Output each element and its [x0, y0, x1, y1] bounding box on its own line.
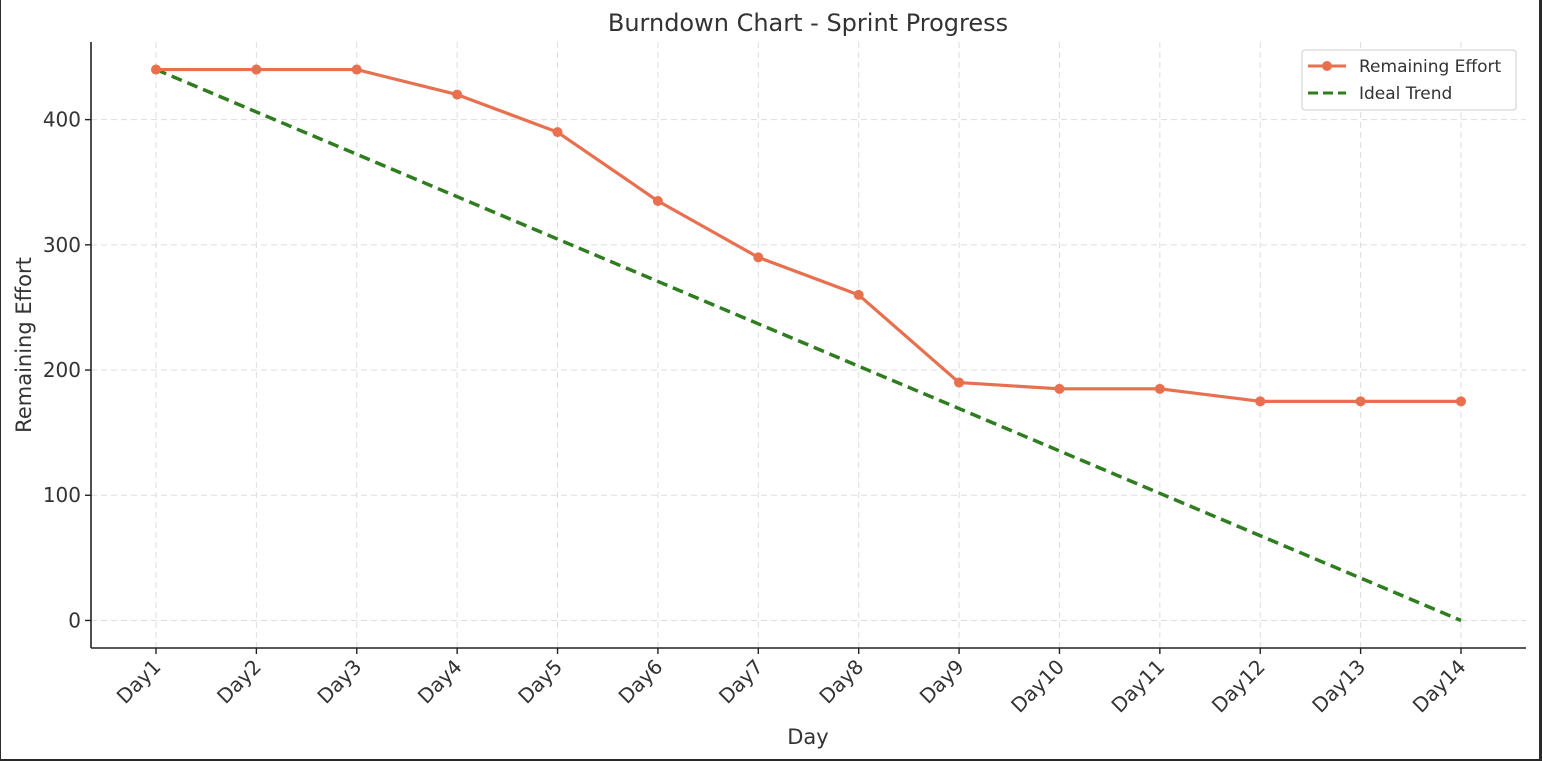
data-point-remaining-effort	[552, 127, 563, 138]
x-tick-label: Day12	[1207, 655, 1270, 718]
y-tick-label: 200	[43, 358, 81, 382]
x-tick-label: Day2	[212, 655, 266, 709]
x-tick-label: Day10	[1006, 655, 1069, 718]
data-point-remaining-effort	[853, 289, 864, 300]
legend-box	[1301, 49, 1517, 111]
legend-marker-remaining-effort	[1322, 61, 1332, 71]
legend-label-ideal-trend: Ideal Trend	[1359, 84, 1452, 104]
data-point-remaining-effort	[954, 377, 965, 388]
x-tick-label: Day8	[814, 655, 868, 709]
data-point-remaining-effort	[1054, 383, 1065, 394]
series	[151, 64, 1466, 623]
data-point-remaining-effort	[151, 64, 161, 75]
y-tick-label: 100	[43, 483, 81, 507]
x-tick-label: Day14	[1408, 655, 1471, 718]
legend: Remaining Effort Ideal Trend	[1301, 49, 1517, 111]
axes: 0 100 200 300 400 Day1 Day2 Day3 Day4 Day5 Day6 Day…	[43, 42, 1526, 717]
x-tick-label: Day9	[915, 655, 969, 709]
x-axis-label: Day	[787, 725, 828, 749]
x-tick-label: Day3	[312, 655, 366, 709]
data-point-remaining-effort	[1456, 396, 1466, 407]
series-line-remaining-effort	[156, 67, 1461, 403]
x-tick-label: Day11	[1106, 655, 1169, 718]
x-tick-label: Day1	[112, 655, 166, 709]
data-point-remaining-effort	[251, 64, 262, 75]
chart-title: Burndown Chart - Sprint Progress	[608, 9, 1008, 37]
y-tick-label: 400	[43, 108, 81, 132]
series-line-ideal-trend	[155, 67, 1462, 623]
data-point-remaining-effort	[753, 252, 764, 263]
x-tick-label: Day13	[1307, 655, 1370, 718]
data-point-remaining-effort	[351, 64, 362, 75]
y-tick-label: 300	[43, 233, 81, 257]
x-tick-label: Day7	[714, 655, 768, 709]
data-point-remaining-effort	[1255, 396, 1266, 407]
y-tick-label: 0	[68, 608, 81, 632]
x-tick-label: Day4	[413, 655, 467, 709]
x-tick-label: Day5	[513, 655, 567, 709]
y-axis-label: Remaining Effort	[12, 257, 36, 433]
grid	[91, 42, 1526, 648]
data-point-remaining-effort	[1154, 383, 1165, 394]
data-point-remaining-effort	[652, 196, 663, 207]
x-tick-label: Day6	[614, 655, 668, 709]
data-point-remaining-effort	[1355, 396, 1366, 407]
legend-label-remaining-effort: Remaining Effort	[1359, 57, 1502, 77]
data-point-remaining-effort	[452, 89, 463, 100]
